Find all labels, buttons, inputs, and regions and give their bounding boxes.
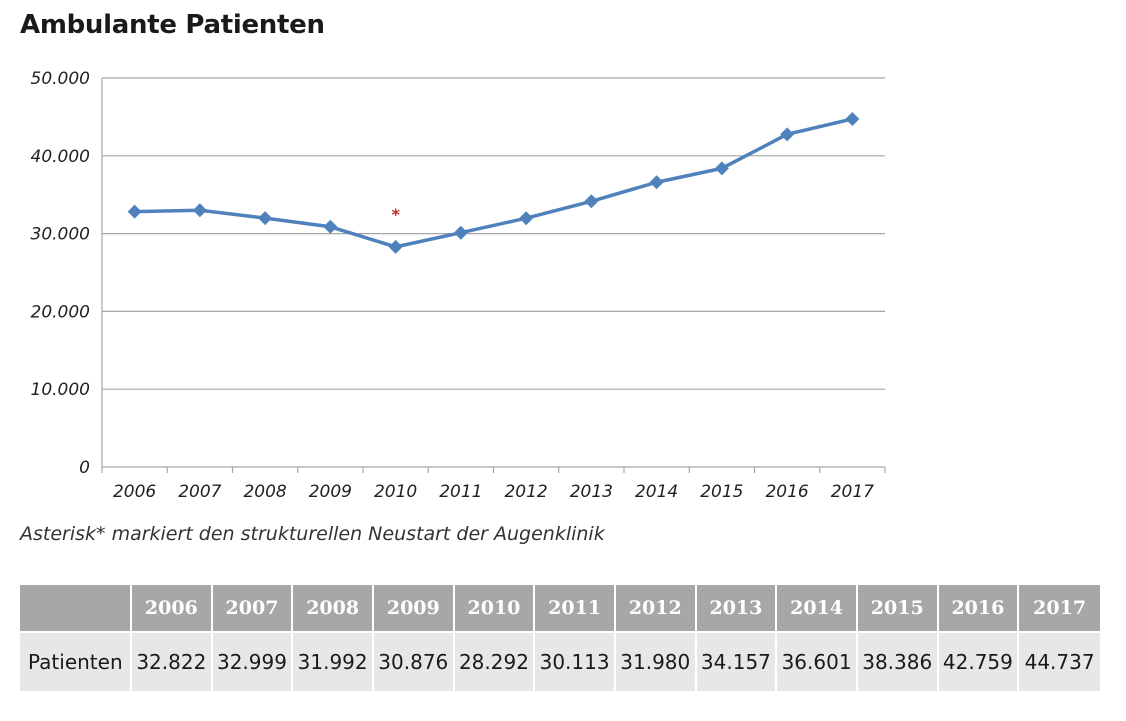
table-header-year: 2007 [212, 585, 294, 633]
data-point [192, 203, 207, 218]
data-point [780, 127, 795, 142]
data-point [584, 194, 599, 209]
y-tick-label: 0 [79, 458, 90, 478]
table-header-year: 2008 [293, 585, 374, 633]
data-point [845, 111, 860, 126]
data-point [388, 239, 403, 254]
x-tick-label: 2006 [113, 482, 156, 502]
table-header-year: 2017 [1019, 585, 1100, 633]
chart-title: Ambulante Patienten [20, 10, 325, 40]
table-cell: 31.980 [615, 633, 697, 691]
table-header-year: 2006 [132, 585, 213, 633]
y-tick-label: 10.000 [31, 380, 90, 400]
x-tick-label: 2012 [504, 482, 547, 502]
x-tick-label: 2016 [765, 482, 808, 502]
data-point [127, 204, 142, 219]
x-tick-label: 2010 [374, 482, 417, 502]
x-tick-label: 2014 [635, 482, 678, 502]
table-cell: 32.999 [212, 633, 294, 691]
data-point [323, 219, 338, 234]
table-header-year: 2014 [777, 585, 858, 633]
table-header-row: 2006 2007 2008 2009 2010 2011 2012 2013 2014 2015… [20, 585, 1100, 633]
table-header-year: 2012 [615, 585, 697, 633]
table-cell: 36.601 [777, 633, 858, 691]
table-header-year: 2016 [938, 585, 1020, 633]
data-point [649, 175, 664, 190]
data-table: 2006 2007 2008 2009 2010 2011 2012 2013 2014 2015… [20, 585, 1100, 691]
x-tick-label: 2017 [831, 482, 874, 502]
table-cell: 32.822 [132, 633, 213, 691]
table-header-year: 2009 [373, 585, 455, 633]
line-chart: 0 10.000 20.000 30.000 40.000 50.000 2006 2007 2… [31, 69, 886, 502]
table-cell: 34.157 [696, 633, 778, 691]
table-cell: 31.992 [293, 633, 374, 691]
x-tick-label: 2011 [439, 482, 482, 502]
table-cell: 38.386 [857, 633, 939, 691]
table-row: Patienten 32.822 32.999 31.992 30.876 28.292 3… [20, 633, 1100, 691]
asterisk-marker: * [391, 205, 400, 224]
data-point [714, 161, 729, 176]
y-tick-label: 50.000 [31, 69, 90, 89]
table-cell: 30.876 [373, 633, 455, 691]
x-tick-label: 2009 [309, 482, 352, 502]
x-tick-label: 2013 [570, 482, 613, 502]
table-cell: 28.292 [454, 633, 536, 691]
table-header-corner [20, 585, 132, 633]
table-row-label: Patienten [20, 633, 132, 691]
data-point [519, 211, 534, 226]
data-point [453, 225, 468, 240]
x-tick-label: 2008 [243, 482, 286, 502]
series-line [134, 117, 853, 249]
y-tick-label: 40.000 [31, 147, 90, 167]
table-header-year: 2015 [857, 585, 939, 633]
x-tick-label: 2007 [178, 482, 221, 502]
table-cell: 44.737 [1019, 633, 1100, 691]
table-header-year: 2010 [454, 585, 536, 633]
table-header-year: 2011 [535, 585, 616, 633]
table-cell: 30.113 [535, 633, 616, 691]
asterisk-note: Asterisk* markiert den strukturellen Neu… [20, 523, 605, 545]
y-tick-label: 30.000 [31, 225, 90, 245]
x-tick-label: 2015 [700, 482, 743, 502]
data-point [258, 211, 273, 226]
y-tick-label: 20.000 [31, 302, 90, 322]
table-cell: 42.759 [938, 633, 1020, 691]
table-header-year: 2013 [696, 585, 778, 633]
